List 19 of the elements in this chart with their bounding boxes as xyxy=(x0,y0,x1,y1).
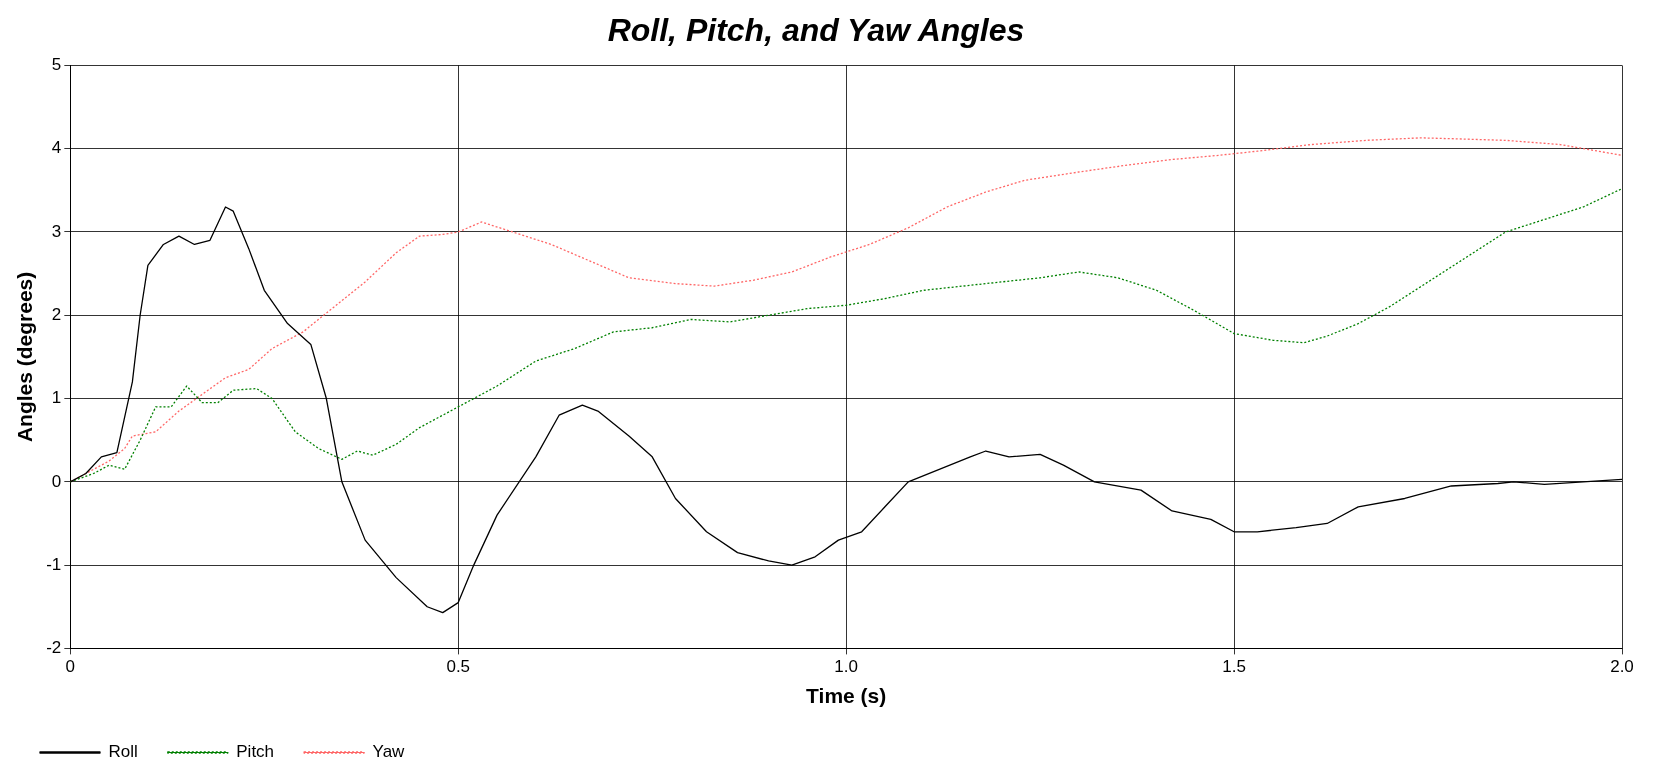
y-tick-label: 5 xyxy=(51,55,62,75)
y-tick-label: 1 xyxy=(51,388,62,408)
y-tick-label: 0 xyxy=(51,471,62,491)
y-axis-title: Angles (degrees) xyxy=(13,271,37,443)
x-tick-label: 1.0 xyxy=(834,657,858,677)
y-tick-label: -2 xyxy=(46,638,62,658)
x-axis-title: Time (s) xyxy=(806,684,887,708)
x-tick-label: 2.0 xyxy=(1610,657,1634,677)
y-tick-label: 3 xyxy=(51,221,62,241)
legend-label: Pitch xyxy=(236,742,275,762)
chart-title: Roll, Pitch, and Yaw Angles xyxy=(607,12,1025,49)
y-tick-label: -1 xyxy=(46,554,62,574)
y-tick-label: 2 xyxy=(51,304,62,324)
legend-label: Yaw xyxy=(372,742,406,762)
x-tick-label: 1.5 xyxy=(1222,657,1246,677)
x-tick-label: 0 xyxy=(65,657,76,677)
legend-label: Roll xyxy=(108,742,138,762)
y-tick-label: 4 xyxy=(51,138,62,158)
x-tick-label: 0.5 xyxy=(446,657,471,677)
